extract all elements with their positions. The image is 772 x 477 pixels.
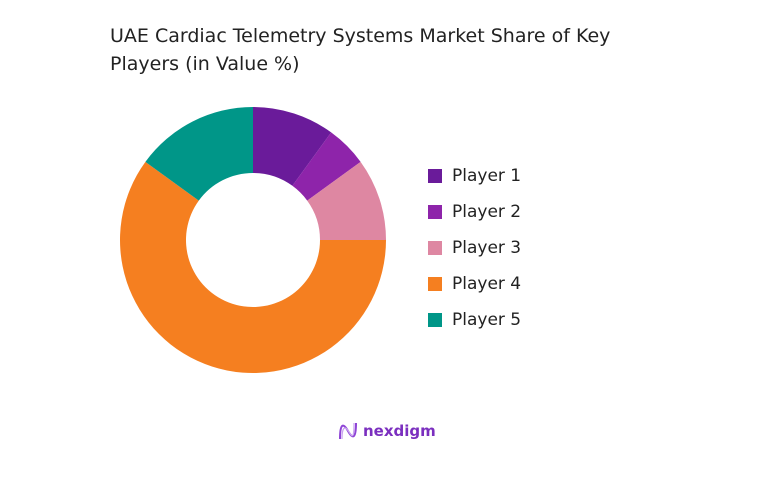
legend-swatch [428, 241, 442, 255]
nexdigm-logo-icon [339, 422, 357, 440]
logo: nexdigm [337, 420, 436, 442]
legend-label: Player 1 [452, 166, 522, 186]
legend-item: Player 2 [428, 194, 521, 230]
legend: Player 1 Player 2 Player 3 Player 4 Player 5 [428, 158, 521, 338]
legend-item: Player 3 [428, 230, 521, 266]
slice-4 [119, 161, 386, 373]
slice-3 [307, 161, 387, 240]
slice-2 [292, 132, 361, 201]
legend-item: Player 4 [428, 266, 521, 302]
slice-5 [145, 107, 253, 201]
slice-1 [253, 107, 332, 186]
legend-swatch [428, 313, 442, 327]
legend-swatch [428, 169, 442, 183]
chart-title: UAE Cardiac Telemetry Systems Market Sha… [110, 25, 611, 75]
legend-swatch [428, 277, 442, 291]
legend-label: Player 4 [452, 274, 522, 294]
legend-label: Player 2 [452, 202, 522, 222]
legend-item: Player 5 [428, 302, 521, 338]
legend-swatch [428, 205, 442, 219]
legend-item: Player 1 [428, 158, 521, 194]
legend-label: Player 3 [452, 238, 522, 258]
legend-label: Player 5 [452, 310, 522, 330]
logo-text: nexdigm [363, 422, 436, 440]
